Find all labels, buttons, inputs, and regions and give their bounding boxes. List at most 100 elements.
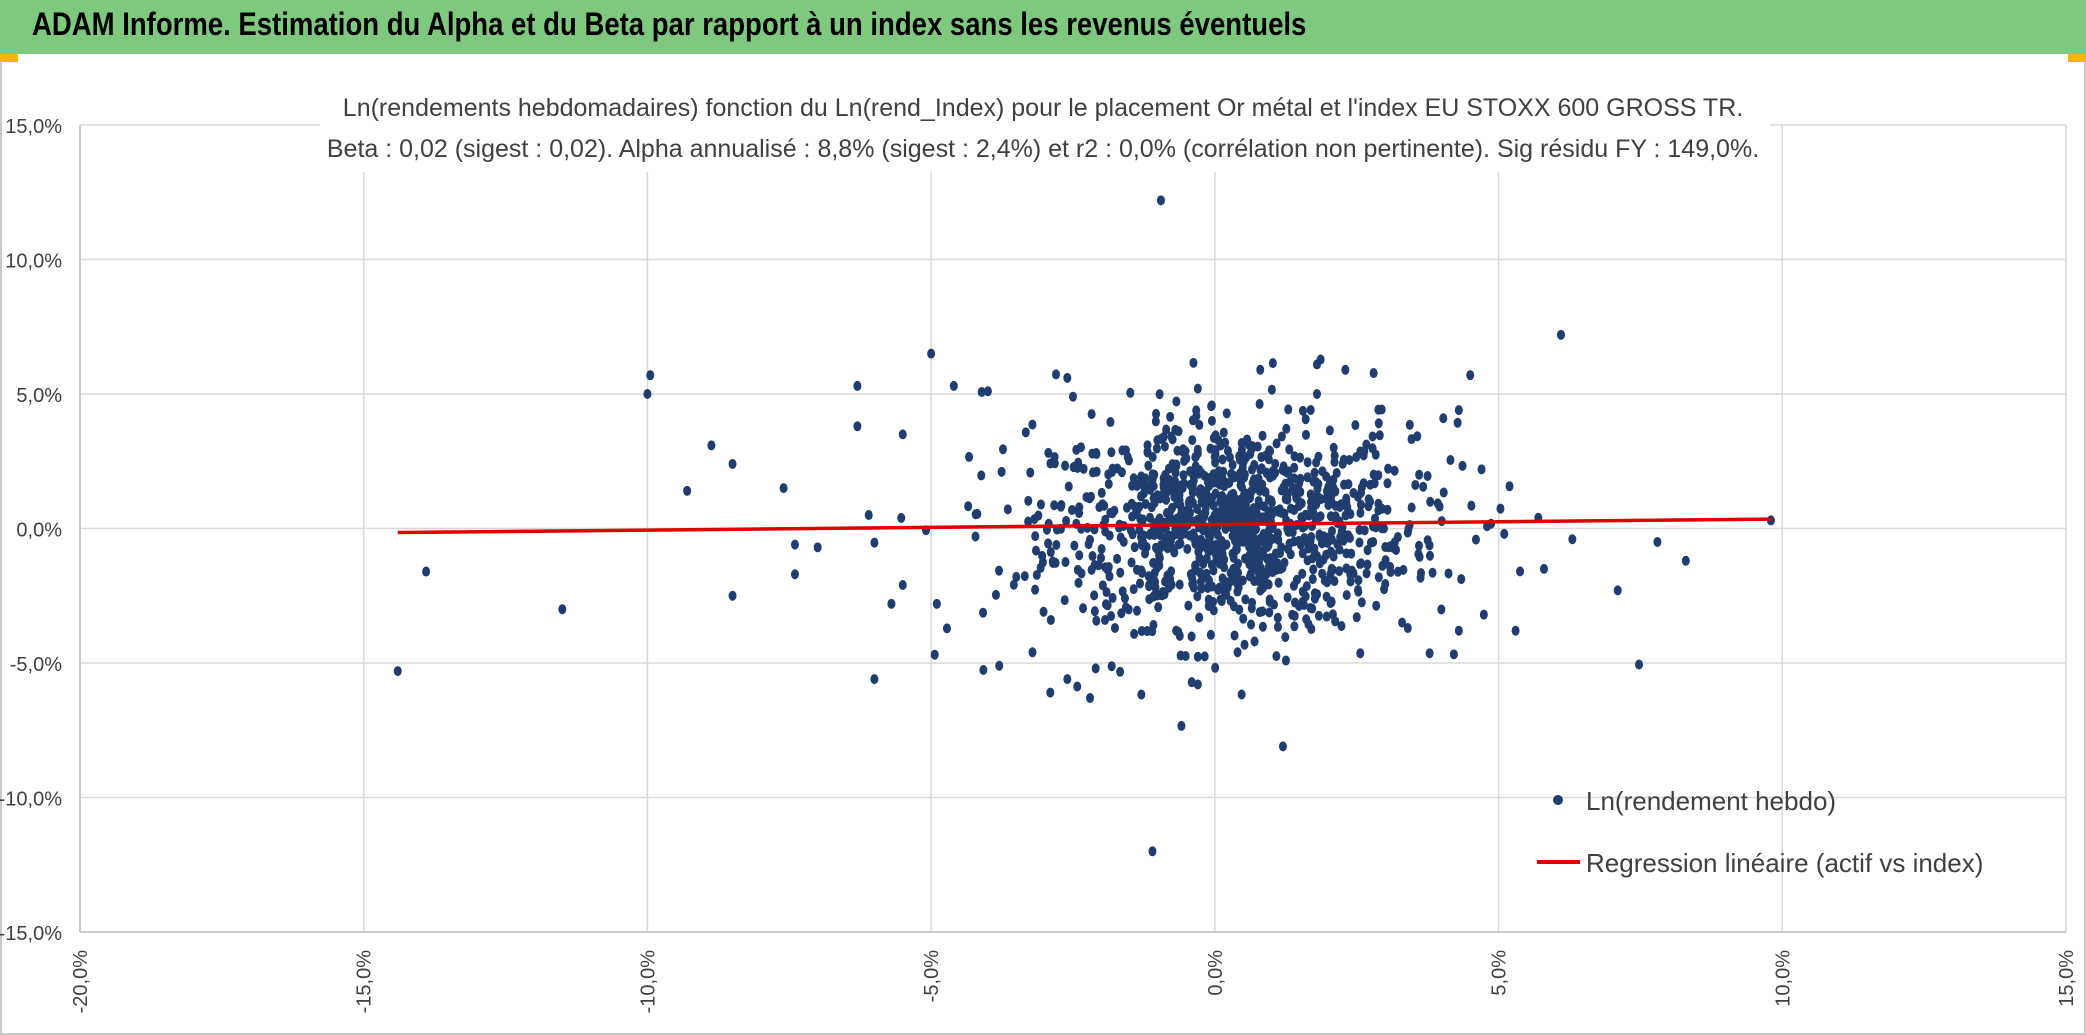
- data-point: [1085, 534, 1094, 545]
- data-point: [1218, 502, 1227, 513]
- data-point: [930, 649, 939, 660]
- data-point: [1259, 529, 1268, 540]
- data-point: [1187, 631, 1196, 642]
- data-point: [1613, 585, 1622, 596]
- data-point: [1415, 469, 1424, 480]
- data-point: [646, 370, 655, 381]
- data-point: [979, 607, 988, 618]
- data-point: [1229, 549, 1238, 560]
- data-point: [1439, 487, 1448, 498]
- data-point: [1505, 481, 1514, 492]
- data-point: [1187, 677, 1196, 688]
- data-point: [1210, 451, 1219, 462]
- corner-marker-left: [0, 54, 18, 62]
- data-point: [1251, 474, 1260, 485]
- data-point: [898, 579, 907, 590]
- data-point: [1297, 498, 1306, 509]
- data-point: [1256, 364, 1265, 375]
- data-point: [1359, 450, 1368, 461]
- data-point: [1052, 539, 1061, 550]
- data-point: [1130, 542, 1139, 553]
- data-point: [1128, 511, 1137, 522]
- data-point: [1097, 552, 1106, 563]
- data-point: [1341, 510, 1350, 521]
- data-point: [1364, 494, 1373, 505]
- data-point: [1370, 513, 1379, 524]
- y-tick-label: 5,0%: [16, 385, 62, 407]
- data-point: [1160, 441, 1169, 452]
- x-tick-label: -20,0%: [70, 950, 92, 1014]
- data-point: [1327, 534, 1336, 545]
- data-point: [1024, 516, 1033, 527]
- data-point: [1374, 498, 1383, 509]
- data-point: [1315, 531, 1324, 542]
- data-point: [1117, 608, 1126, 619]
- data-point: [1356, 648, 1365, 659]
- data-point: [1268, 470, 1277, 481]
- data-point: [1208, 596, 1217, 607]
- data-point: [1301, 429, 1310, 440]
- data-point: [1307, 503, 1316, 514]
- data-point: [683, 485, 692, 496]
- data-point: [1064, 481, 1073, 492]
- data-point: [1136, 478, 1145, 489]
- data-point: [1079, 463, 1088, 474]
- data-point: [1297, 512, 1306, 523]
- data-point: [1331, 513, 1340, 524]
- data-point: [1290, 621, 1299, 632]
- data-point: [1012, 571, 1021, 582]
- data-point: [1237, 509, 1246, 520]
- data-point: [971, 531, 980, 542]
- data-point: [1281, 478, 1290, 489]
- data-point: [1193, 651, 1202, 662]
- data-point: [1249, 532, 1258, 543]
- data-point: [1303, 457, 1312, 468]
- data-point: [1354, 575, 1363, 586]
- data-point: [1284, 404, 1293, 415]
- data-point: [1031, 545, 1040, 556]
- data-point: [1386, 561, 1395, 572]
- data-point: [1288, 527, 1297, 538]
- data-point: [1312, 389, 1321, 399]
- data-point: [1165, 507, 1174, 518]
- x-tick-label: 5,0%: [1489, 950, 1511, 996]
- data-point: [1024, 495, 1033, 506]
- data-point: [1073, 681, 1082, 692]
- data-point: [1167, 431, 1176, 442]
- data-point: [1343, 502, 1352, 513]
- x-tick-label: -10,0%: [637, 950, 659, 1014]
- data-point: [1130, 628, 1139, 639]
- data-point: [1278, 562, 1287, 573]
- data-point: [1151, 577, 1160, 588]
- data-point: [1245, 559, 1254, 570]
- data-point: [1219, 427, 1228, 438]
- data-point: [1347, 565, 1356, 576]
- data-point: [1028, 419, 1037, 430]
- data-point: [1242, 452, 1251, 463]
- data-point: [1322, 471, 1331, 482]
- data-point: [1263, 554, 1272, 565]
- data-point: [1500, 528, 1509, 539]
- data-point: [1098, 499, 1107, 510]
- data-point: [1344, 479, 1353, 490]
- data-point: [1146, 484, 1155, 495]
- data-point: [1154, 556, 1163, 567]
- data-point: [1184, 497, 1193, 508]
- x-tick-label: 10,0%: [1772, 950, 1794, 1007]
- data-point: [1103, 600, 1112, 611]
- data-point: [853, 421, 862, 432]
- data-point: [983, 386, 992, 397]
- data-point: [1357, 597, 1366, 608]
- data-point: [1021, 427, 1030, 438]
- data-point: [1150, 590, 1159, 601]
- data-point: [897, 512, 906, 523]
- data-point: [1181, 651, 1190, 662]
- data-point: [1306, 404, 1315, 415]
- data-point: [1193, 679, 1202, 690]
- data-point: [1218, 472, 1227, 483]
- data-point: [1150, 497, 1159, 508]
- data-point: [1351, 420, 1360, 431]
- data-point: [1381, 579, 1390, 590]
- data-point: [1366, 537, 1375, 548]
- data-point: [1235, 454, 1244, 465]
